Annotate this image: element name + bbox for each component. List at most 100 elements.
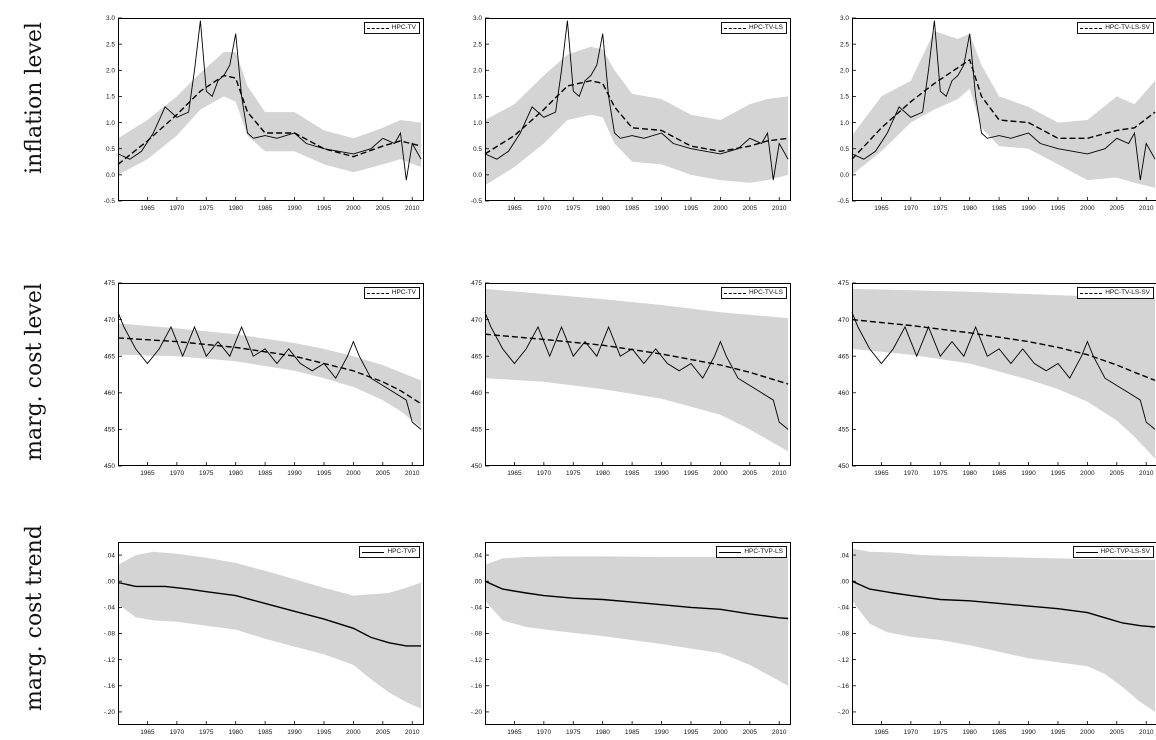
x-tick-label: 1980 xyxy=(595,729,610,736)
x-tick-label: 2010 xyxy=(1139,729,1154,736)
y-tick-label: 1.0 xyxy=(106,120,115,127)
x-tick-label: 2005 xyxy=(1110,205,1125,212)
legend-label: HPC-TVP xyxy=(387,548,416,555)
trend-series-line xyxy=(851,318,1156,382)
chart-panel-r1-c2: 475 470 465 460 455 450 1965 1970 1975 1980 1985 19… xyxy=(838,280,1156,477)
x-tick-label: 1980 xyxy=(595,205,610,212)
x-tick-label: 1980 xyxy=(595,470,610,477)
x-tick-label: 1980 xyxy=(228,205,243,212)
x-tick-label: 1980 xyxy=(962,729,977,736)
x-tick-label: 1985 xyxy=(992,729,1007,736)
x-tick-label: 1995 xyxy=(1051,205,1066,212)
legend-label: HPC-TV-LS-SV xyxy=(1105,24,1150,31)
legend-swatch xyxy=(719,551,742,553)
y-tick-label: 470 xyxy=(471,317,482,324)
y-tick-label: 1.5 xyxy=(840,94,849,101)
y-tick-label: 1.5 xyxy=(473,94,482,101)
y-tick-label: 2.5 xyxy=(840,41,849,48)
y-tick-label: -.12 xyxy=(838,657,850,664)
chart-svg: .04 .00 -.04 -.08 -.12 -.16 -.20 1965 1970 1975 19… xyxy=(838,542,1156,736)
x-tick-label: 2000 xyxy=(1080,729,1095,736)
plot-frame xyxy=(852,283,1156,466)
y-tick-label: 460 xyxy=(838,390,849,397)
chart-svg: 3.0 2.5 2.0 1.5 1.0 0.5 0.0 -0.5 1965 1970 1975 198… xyxy=(471,15,791,212)
legend-swatch xyxy=(724,27,747,29)
y-tick-label: 1.5 xyxy=(106,94,115,101)
x-tick-label: 1995 xyxy=(317,470,332,477)
y-tick-label: -0.5 xyxy=(104,198,116,205)
legend-swatch xyxy=(1080,292,1103,294)
x-tick-label: 2005 xyxy=(743,205,758,212)
y-tick-label: 450 xyxy=(471,463,482,470)
x-tick-label: 2005 xyxy=(743,729,758,736)
x-tick-label: 1995 xyxy=(684,470,699,477)
y-tick-label: .04 xyxy=(106,552,115,559)
chart-legend: HPC-TVP xyxy=(359,546,420,558)
legend-swatch xyxy=(1080,27,1103,29)
x-tick-label: 1985 xyxy=(258,729,273,736)
x-tick-label: 2010 xyxy=(772,470,787,477)
x-tick-label: 1985 xyxy=(258,205,273,212)
y-tick-label: -0.5 xyxy=(471,198,483,205)
x-tick-label: 1985 xyxy=(992,470,1007,477)
y-tick-label: 470 xyxy=(104,317,115,324)
x-tick-label: 2010 xyxy=(772,729,787,736)
trend-series-line xyxy=(117,337,422,405)
x-tick-label: 1985 xyxy=(992,205,1007,212)
x-tick-label: 1990 xyxy=(654,205,669,212)
y-tick-label: -.08 xyxy=(104,631,116,638)
x-tick-label: 1995 xyxy=(1051,729,1066,736)
y-tick-label: -.20 xyxy=(838,709,850,716)
y-tick-label: 2.0 xyxy=(106,67,115,74)
trend-series-line xyxy=(117,581,422,647)
x-tick-label: 1980 xyxy=(962,205,977,212)
chart-legend: HPC-TV-LS-SV xyxy=(1077,287,1154,299)
y-tick-label: -.04 xyxy=(471,605,483,612)
trend-series-line xyxy=(484,79,789,155)
x-tick-label: 1975 xyxy=(199,470,214,477)
chart-panel-r0-c0: 3.0 2.5 2.0 1.5 1.0 0.5 0.0 -0.5 1965 1970 1975 198… xyxy=(104,15,424,212)
confidence-band xyxy=(852,548,1156,712)
observed-series-line xyxy=(117,20,422,181)
y-tick-label: -.20 xyxy=(104,709,116,716)
plot-frame xyxy=(485,18,791,201)
plot-frame xyxy=(118,18,424,201)
x-tick-label: 1975 xyxy=(199,205,214,212)
y-tick-label: -.20 xyxy=(471,709,483,716)
chart-svg: 3.0 2.5 2.0 1.5 1.0 0.5 0.0 -0.5 1965 1970 1975 198… xyxy=(838,15,1156,212)
confidence-band xyxy=(118,52,422,175)
x-tick-label: 2000 xyxy=(713,470,728,477)
x-tick-label: 2000 xyxy=(713,205,728,212)
x-tick-label: 1970 xyxy=(170,729,185,736)
y-tick-label: 475 xyxy=(471,280,482,287)
y-tick-label: 475 xyxy=(838,280,849,287)
observed-series-line xyxy=(851,312,1156,430)
legend-swatch xyxy=(366,27,389,29)
y-tick-label: 2.5 xyxy=(106,41,115,48)
legend-label: HPC-TVP-LS-SV xyxy=(1100,548,1150,555)
chart-legend: HPC-TVP-LS-SV xyxy=(1072,546,1154,558)
x-tick-label: 1995 xyxy=(684,729,699,736)
y-tick-label: -.08 xyxy=(471,631,483,638)
x-tick-label: 2005 xyxy=(376,205,391,212)
x-tick-label: 1990 xyxy=(1021,729,1036,736)
y-tick-label: -.04 xyxy=(104,605,116,612)
x-tick-label: 1965 xyxy=(507,470,522,477)
x-tick-label: 1975 xyxy=(199,729,214,736)
y-tick-label: 465 xyxy=(838,353,849,360)
y-tick-label: 3.0 xyxy=(840,15,849,22)
chart-panel-r0-c1: 3.0 2.5 2.0 1.5 1.0 0.5 0.0 -0.5 1965 1970 1975 198… xyxy=(471,15,791,212)
legend-label: HPC-TV-LS-SV xyxy=(1105,289,1150,296)
y-tick-label: 0.0 xyxy=(106,172,115,179)
y-tick-label: 455 xyxy=(471,427,482,434)
chart-legend: HPC-TV-LS xyxy=(721,22,787,34)
chart-panel-r2-c0: .04 .00 -.04 -.08 -.12 -.16 -.20 1965 1970 1975 19… xyxy=(104,542,424,736)
y-tick-label: -.16 xyxy=(104,683,116,690)
x-tick-label: 1980 xyxy=(228,470,243,477)
y-tick-label: 1.0 xyxy=(840,120,849,127)
chart-panel-r1-c0: 475 470 465 460 455 450 1965 1970 1975 1980 1985 19… xyxy=(104,280,424,477)
chart-panel-r2-c1: .04 .00 -.04 -.08 -.12 -.16 -.20 1965 1970 1975 19… xyxy=(471,542,791,736)
confidence-band xyxy=(485,288,789,452)
y-tick-label: 475 xyxy=(104,280,115,287)
x-tick-label: 1990 xyxy=(654,729,669,736)
